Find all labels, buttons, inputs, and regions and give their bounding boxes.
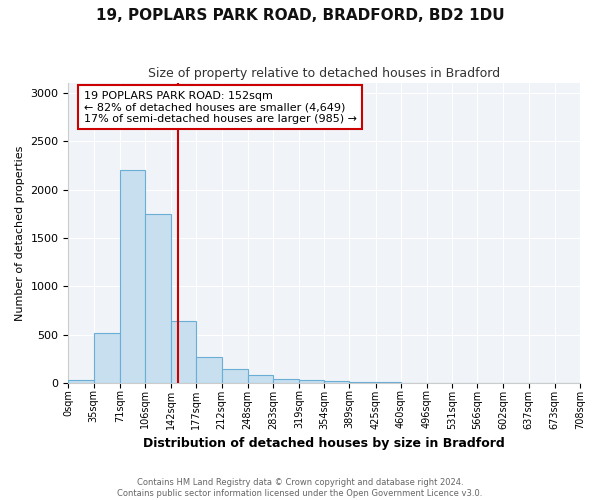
Y-axis label: Number of detached properties: Number of detached properties <box>15 146 25 320</box>
Bar <box>171 321 196 383</box>
Bar <box>349 382 376 383</box>
Bar <box>120 170 145 383</box>
Bar <box>68 380 94 383</box>
Bar <box>248 376 273 383</box>
Bar <box>324 381 349 383</box>
Bar <box>273 378 299 383</box>
Text: 19, POPLARS PARK ROAD, BRADFORD, BD2 1DU: 19, POPLARS PARK ROAD, BRADFORD, BD2 1DU <box>95 8 505 22</box>
Bar <box>299 380 324 383</box>
Bar <box>221 370 248 383</box>
X-axis label: Distribution of detached houses by size in Bradford: Distribution of detached houses by size … <box>143 437 505 450</box>
Text: 19 POPLARS PARK ROAD: 152sqm
← 82% of detached houses are smaller (4,649)
17% of: 19 POPLARS PARK ROAD: 152sqm ← 82% of de… <box>84 90 357 124</box>
Title: Size of property relative to detached houses in Bradford: Size of property relative to detached ho… <box>148 68 500 80</box>
Bar <box>94 332 120 383</box>
Bar <box>196 357 221 383</box>
Bar <box>376 382 401 383</box>
Bar <box>145 214 171 383</box>
Text: Contains HM Land Registry data © Crown copyright and database right 2024.
Contai: Contains HM Land Registry data © Crown c… <box>118 478 482 498</box>
